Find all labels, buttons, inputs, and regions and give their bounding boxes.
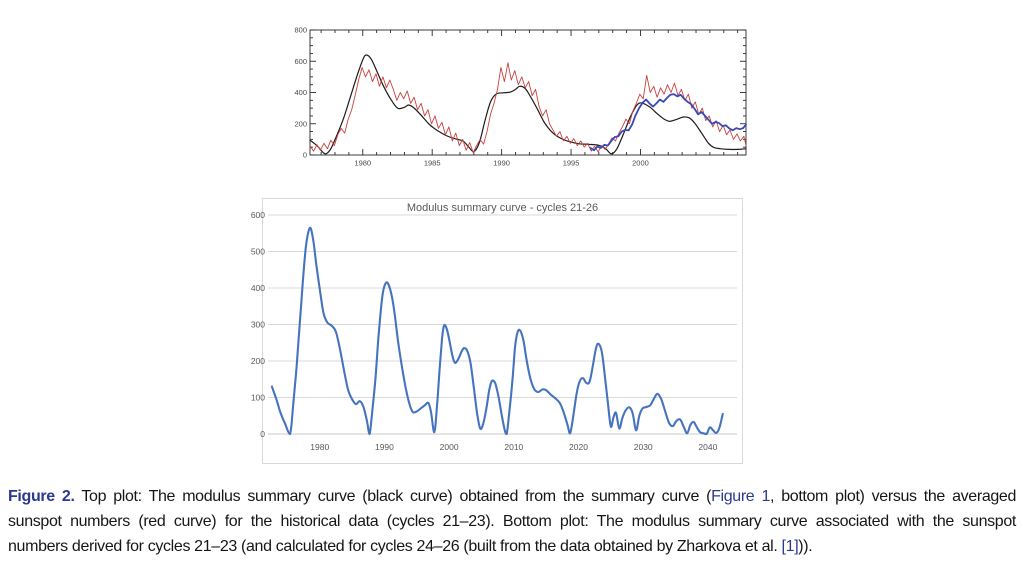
caption-line-1: Figure 2. Top plot: The modulus summary … <box>8 484 1016 509</box>
series-averaged-sunspot-numbers-red <box>309 62 747 154</box>
gridlines <box>268 214 737 435</box>
x-tick-label: 2020 <box>569 442 588 452</box>
y-tick-label: 0 <box>303 151 307 160</box>
caption-line-3: numbers derived for cycles 21–23 (and ca… <box>8 534 1016 559</box>
chart-border <box>262 198 743 464</box>
series <box>309 54 747 155</box>
y-tick-label: 500 <box>251 247 265 257</box>
caption-text: , bottom plot) versus the averaged <box>770 488 1017 505</box>
series <box>270 226 724 436</box>
figure-label: Figure 2. <box>8 488 75 505</box>
series-modulus-summary-curve-cycles-21-26 <box>270 226 724 436</box>
y-tick-label: 300 <box>251 320 265 330</box>
y-tick-label: 400 <box>294 88 307 97</box>
y-tick-label: 200 <box>294 119 307 128</box>
x-tick-label: 2030 <box>634 442 653 452</box>
x-tick-label: 2010 <box>504 442 523 452</box>
reference-1-link[interactable]: [1] <box>781 538 799 555</box>
caption-line-2: sunspot numbers (red curve) for the hist… <box>8 509 1016 534</box>
bottom-plot: 0 100 200 300 400 500 600 1980 1990 2000 2010 2020 2… <box>250 196 750 466</box>
y-tick-label: 200 <box>251 356 265 366</box>
x-tick-label: 1995 <box>563 159 580 168</box>
figure-1-link[interactable]: Figure 1 <box>711 488 771 505</box>
bottom-plot-svg: 0 100 200 300 400 500 600 1980 1990 2000 2010 2020 2… <box>251 198 743 464</box>
series-sunspot-numbers-derived-blue <box>589 93 747 152</box>
x-tick-label: 1980 <box>354 159 371 168</box>
y-tick-label: 600 <box>294 57 307 66</box>
caption-text: numbers derived for cycles 21–23 (and ca… <box>8 538 782 555</box>
y-tick-label: 100 <box>251 393 265 403</box>
top-plot: 0 200 400 600 800 1980 1985 1990 1995 2000 <box>283 13 761 183</box>
caption-text: )). <box>798 538 813 555</box>
x-tick-label: 1990 <box>375 442 394 452</box>
caption-text: Top plot: The modulus summary curve (bla… <box>74 488 712 505</box>
y-tick-label: 800 <box>294 26 307 35</box>
x-tick-label: 1990 <box>493 159 510 168</box>
y-tick-label: 400 <box>251 283 265 293</box>
x-tick-label: 2000 <box>632 159 649 168</box>
x-tick-label: 2040 <box>698 442 717 452</box>
bottom-plot-title: Modulus summary curve - cycles 21-26 <box>407 202 598 214</box>
series-modulus-summary-curve-black <box>309 54 747 155</box>
caption-text: sunspot numbers (red curve) for the hist… <box>8 513 1016 530</box>
axis-frame-ticks <box>309 29 747 156</box>
top-plot-svg: 0 200 400 600 800 1980 1985 1990 1995 2000 <box>294 26 747 168</box>
x-tick-label: 2000 <box>440 442 459 452</box>
axis-labels: 0 100 200 300 400 500 600 1980 1990 2000 2010 2020 2… <box>251 210 718 452</box>
figure-caption: Figure 2. Top plot: The modulus summary … <box>8 484 1016 559</box>
axis-labels: 0 200 400 600 800 1980 1985 1990 1995 2000 <box>294 26 648 168</box>
y-tick-label: 600 <box>251 210 265 220</box>
x-tick-label: 1985 <box>424 159 441 168</box>
y-tick-label: 0 <box>260 429 265 439</box>
x-tick-label: 1980 <box>310 442 329 452</box>
